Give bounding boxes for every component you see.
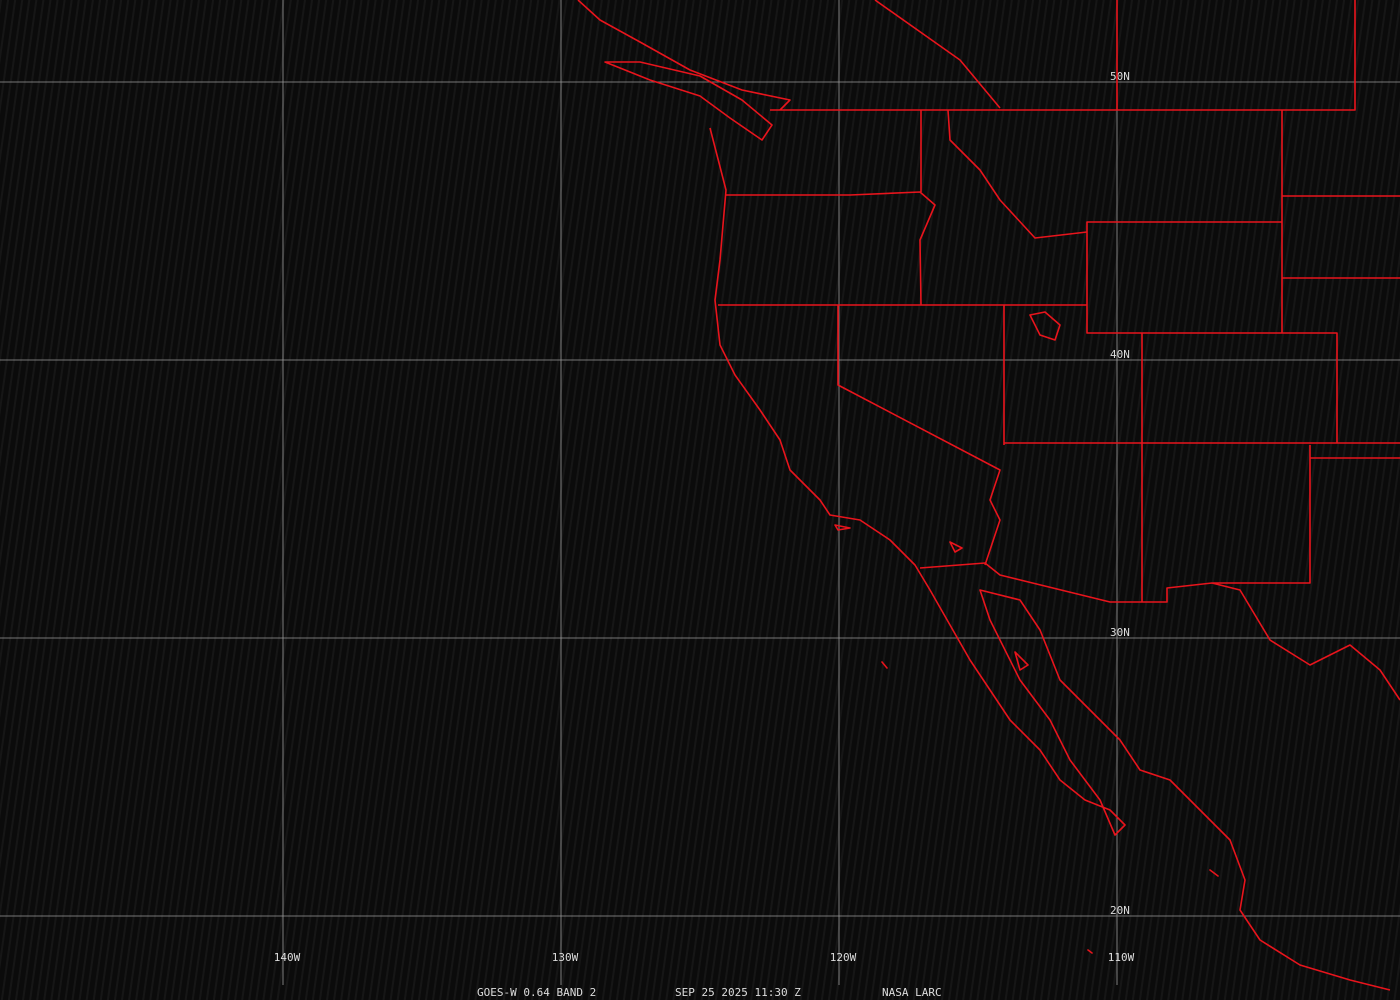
west-coast [709, 127, 1391, 991]
vancouver-island [604, 61, 773, 141]
latitude-label: 50N [1110, 70, 1130, 83]
latitude-label: 20N [1110, 904, 1130, 917]
islands [834, 311, 1219, 954]
longitude-label: 110W [1108, 951, 1135, 964]
latitude-label: 40N [1110, 348, 1130, 361]
longitude-label: 120W [830, 951, 857, 964]
longitude-label: 130W [552, 951, 579, 964]
coastlines [577, 0, 1400, 991]
footer-text: GOES-W 0.64 BAND 2 [477, 986, 596, 999]
longitude-label: 140W [274, 951, 301, 964]
borders [718, 0, 1400, 701]
latitude-label: 30N [1110, 626, 1130, 639]
footer-text: SEP 25 2025 11:30 Z [675, 986, 801, 999]
footer-text: NASA LARC [882, 986, 942, 999]
bc-coast [577, 0, 791, 111]
footer: GOES-W 0.64 BAND 2 SEP 25 2025 11:30 Z NAS… [477, 986, 942, 999]
